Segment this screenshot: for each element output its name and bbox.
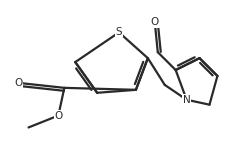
- Text: S: S: [116, 27, 122, 37]
- Text: O: O: [151, 17, 159, 28]
- Text: O: O: [15, 78, 23, 88]
- Text: N: N: [183, 95, 190, 105]
- Text: O: O: [54, 111, 62, 121]
